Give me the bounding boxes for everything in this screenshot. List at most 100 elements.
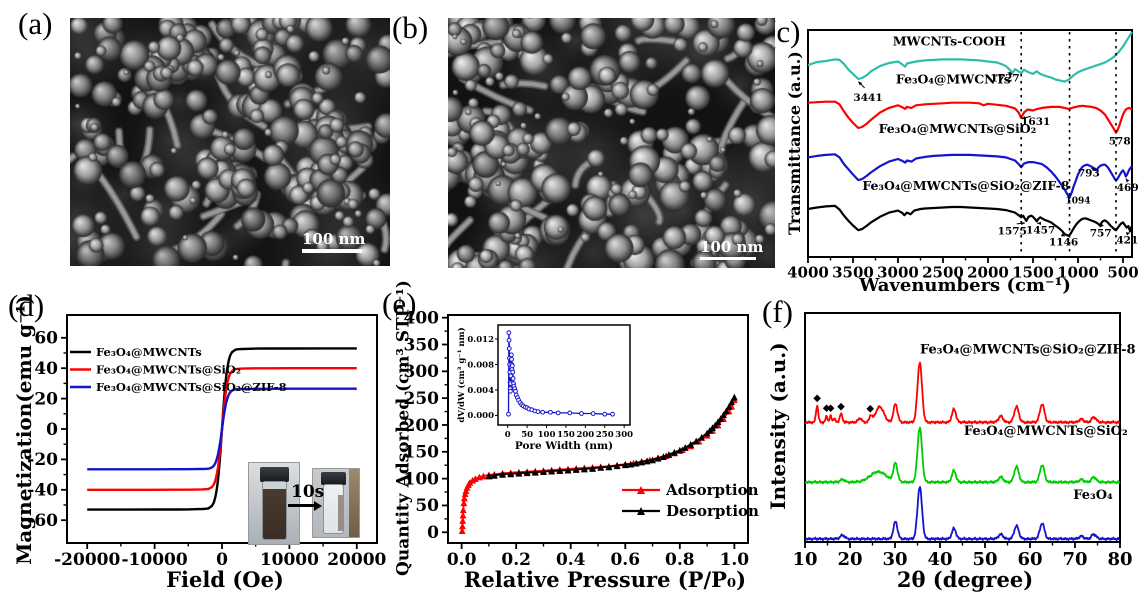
svg-text:50: 50 [415,496,439,516]
scalebar-b: 100 nm [700,240,763,260]
svg-text:-60: -60 [27,511,58,531]
legend-label: Adsorption [665,481,759,499]
svg-text:1000: 1000 [1057,263,1099,281]
svg-text:60: 60 [34,329,58,349]
svg-text:3000: 3000 [877,263,919,281]
ftir-series [807,153,1133,199]
svg-text:0: 0 [427,523,439,543]
svg-text:400: 400 [404,308,440,328]
svg-text:70: 70 [1062,549,1087,570]
svg-text:0.8: 0.8 [665,550,695,570]
mag-series [87,387,357,471]
svg-text:20: 20 [837,549,862,570]
svg-text:1500: 1500 [1012,263,1054,281]
magnetic-separation-photo-before [248,462,300,545]
svg-text:350: 350 [404,335,440,355]
ftir-series [807,204,1134,237]
curve-label: MWCNTs-COOH [893,33,1006,48]
svg-text:40: 40 [927,549,952,570]
svg-text:150: 150 [557,430,575,440]
vial-dark-dispersion [262,481,287,540]
panel-label-e: (e) [382,286,417,321]
peak-annotation: 578 [1109,136,1131,148]
vial-cap [260,467,289,482]
svg-text:30: 30 [882,549,907,570]
sem-image-a [70,18,390,266]
svg-text:60: 60 [1017,549,1042,570]
inset-yaxis-title: dV/dW (cm³ g⁻¹ nm) [456,327,467,422]
svg-text:0.012: 0.012 [467,335,494,345]
ftir-series [807,100,1133,134]
panel-label-a: (a) [18,6,53,41]
svg-text:150: 150 [404,443,440,463]
svg-text:-20: -20 [27,450,58,470]
scalebar-b-text: 100 nm [700,238,764,256]
peak-annotation: 1146 [1049,237,1078,249]
peak-annotation: 1457 [1026,224,1055,236]
panel-label-f: (f) [762,294,793,329]
svg-text:2000: 2000 [967,263,1009,281]
xrd-series [804,486,1121,542]
svg-text:0.6: 0.6 [610,550,640,570]
svg-text:2500: 2500 [922,263,964,281]
scalebar-b-bar [700,257,756,260]
peak-annotation: 1631 [1021,116,1050,128]
legend-label: Fe₃O₄@MWCNTs@SiO₂ [96,362,241,376]
legend-label: Desorption [666,502,759,520]
panel-label-b: (b) [392,10,429,45]
svg-text:3500: 3500 [832,263,874,281]
peak-annotation: 793 [1078,168,1100,180]
magnet-block [349,469,359,537]
ftir-xaxis-title: Wavenumbers (cm⁻¹) [859,275,1071,296]
svg-text:0.000: 0.000 [467,411,494,421]
scalebar-a-bar [302,249,362,253]
iso-yaxis-title: Quantity Adsorbed (cm³ STP⁻¹) [393,280,414,576]
svg-text:100: 100 [404,469,440,489]
scalebar-a-text: 100 nm [302,230,366,248]
separation-arrow [288,504,316,507]
curve-label: Fe₃O₄@MWCNTs@SiO₂@ZIF-8 [862,178,1070,193]
magnetization-chart: -20000 -10000 0 10000 20000 -60 -40 -20 0 20 40 60 F… [27,314,387,570]
svg-text:0.004: 0.004 [467,386,494,396]
curve-label: Fe₃O₄ [1073,488,1113,503]
peak-annotation: 421 [1116,235,1138,247]
peak-annotation: 1094 [1065,196,1090,206]
svg-text:300: 300 [615,430,633,440]
peak-annotation: 757 [1090,227,1112,239]
curve-label: Fe₃O₄@MWCNTs [896,72,1011,87]
xrd-chart: 10 20 30 40 50 60 70 80 Fe₃O₄@MWCNTs@SiO₂@ZIF-8 F… [792,312,1136,570]
svg-text:20: 20 [34,389,58,409]
collected-particles [338,494,343,531]
svg-text:250: 250 [596,430,614,440]
iso-xaxis-title: Relative Pressure (P/P₀) [463,567,747,592]
peak-annotation: 1575 [998,225,1027,237]
scalebar-a: 100 nm [302,232,365,253]
svg-text:250: 250 [404,389,440,409]
svg-text:1.0: 1.0 [720,550,750,570]
peak-annotation: 469 [1117,182,1139,194]
separation-arrow-head [314,500,322,511]
svg-text:0: 0 [216,550,228,570]
svg-text:0.2: 0.2 [501,550,531,570]
vial-clear-liquid [323,484,344,534]
curve-label: Fe₃O₄@MWCNTs@SiO₂ [964,424,1128,439]
inset-xaxis-title: Pore Width (nm) [515,440,613,452]
xrd-yaxis-title: Intensity (a.u.) [766,342,790,510]
isotherm-chart: 0.0 0.2 0.4 0.6 0.8 1.00501001502002503003504… [404,308,760,570]
magnetic-separation-photo-after [312,468,360,538]
xrd-series [804,361,1121,425]
xrd-series [804,426,1121,485]
svg-text:20000: 20000 [327,550,386,570]
separation-time-label: 10s [291,482,325,502]
svg-text:40: 40 [34,359,58,379]
curve-label: Fe₃O₄@MWCNTs@SiO₂@ZIF-8 [920,343,1136,358]
peak-annotation: 1727 [990,73,1019,85]
svg-text:0.4: 0.4 [556,550,586,570]
legend-label: Fe₃O₄@MWCNTs@SiO₂@ZIF-8 [96,380,287,394]
xrd-xaxis-title: 2θ (degree) [896,567,1034,592]
svg-text:0: 0 [46,420,58,440]
svg-text:200: 200 [576,430,594,440]
ftir-series [807,31,1133,83]
svg-text:200: 200 [404,416,440,436]
